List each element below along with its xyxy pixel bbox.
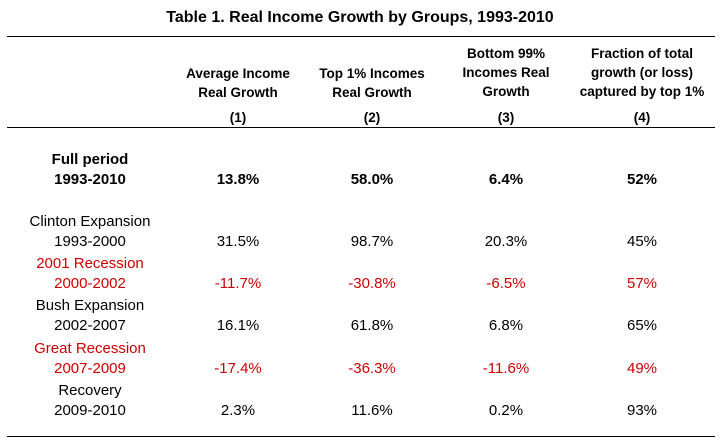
column-header-1: Average Income Real Growth: [186, 66, 290, 100]
table-cell-col2: -36.3%: [348, 360, 396, 377]
table-cell-col3: 6.4%: [488, 171, 524, 188]
row-period-name: 2001 Recession: [36, 255, 144, 272]
table-cell-col4: 49%: [626, 360, 658, 377]
table-cell-col1: 16.1%: [216, 317, 260, 334]
column-number-3: (3): [497, 110, 515, 125]
table-cell-col1: 13.8%: [216, 171, 260, 188]
row-label: Bush Expansion 2002-2007: [0, 296, 180, 336]
row-years: 2002-2007: [54, 317, 126, 334]
row-label: Clinton Expansion 1993-2000: [0, 212, 180, 252]
table-cell-col4: 45%: [626, 233, 658, 250]
row-label: Recovery 2009-2010: [0, 381, 180, 421]
table-cell-col3: 6.8%: [488, 317, 524, 334]
row-period-name: Great Recession: [34, 340, 146, 357]
row-period-name: Full period: [51, 151, 129, 168]
row-period-name: Bush Expansion: [35, 297, 145, 314]
column-number-4: (4): [633, 110, 651, 125]
table-cell-col1: 31.5%: [216, 233, 260, 250]
table-cell-col3: 20.3%: [484, 233, 528, 250]
table-cell-col2: 58.0%: [350, 171, 394, 188]
row-label: 2001 Recession 2000-2002: [0, 254, 180, 294]
column-header-3: Bottom 99% Incomes Real Growth: [462, 46, 550, 99]
table-cell-col1: -17.4%: [214, 360, 262, 377]
row-years: 2009-2010: [54, 402, 126, 419]
row-years: 1993-2010: [54, 171, 126, 188]
top-rule: [7, 36, 715, 37]
row-years: 1993-2000: [54, 233, 126, 250]
header-rule: [7, 127, 715, 128]
table-cell-col4: 65%: [626, 317, 658, 334]
column-number-2: (2): [363, 110, 381, 125]
table-cell-col1: -11.7%: [214, 275, 262, 292]
table-cell-col3: -11.6%: [482, 360, 530, 377]
table-cell-col3: 0.2%: [488, 402, 524, 419]
row-period-name: Recovery: [58, 382, 122, 399]
bottom-rule: [7, 436, 715, 437]
row-label: Great Recession 2007-2009: [0, 339, 180, 379]
row-label: Full period 1993-2010: [0, 150, 180, 190]
column-number-1: (1): [229, 110, 247, 125]
table-cell-col1: 2.3%: [220, 402, 256, 419]
table-cell-col2: 11.6%: [351, 402, 393, 419]
column-header-2: Top 1% Incomes Real Growth: [319, 66, 425, 100]
table-title: Table 1. Real Income Growth by Groups, 1…: [166, 9, 554, 26]
table-cell-col2: 98.7%: [350, 233, 394, 250]
row-period-name: Clinton Expansion: [29, 213, 151, 230]
table-cell-col4: 93%: [626, 402, 658, 419]
table-cell-col2: -30.8%: [348, 275, 396, 292]
table-cell-col3: -6.5%: [486, 275, 526, 292]
row-years: 2000-2002: [54, 275, 126, 292]
row-years: 2007-2009: [54, 360, 126, 377]
column-header-4: Fraction of total growth (or loss) captu…: [579, 46, 705, 99]
table-cell-col4: 57%: [626, 275, 658, 292]
table-cell-col2: 61.8%: [350, 317, 394, 334]
table-cell-col4: 52%: [626, 171, 658, 188]
